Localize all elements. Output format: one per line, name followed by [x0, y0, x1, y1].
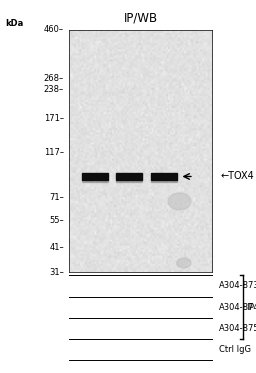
Text: ·: ·	[93, 303, 96, 312]
Text: 460–: 460–	[44, 25, 64, 34]
Bar	[116, 180, 142, 182]
Text: ·: ·	[128, 281, 131, 291]
Text: ·: ·	[93, 345, 96, 354]
Text: 117–: 117–	[44, 148, 64, 157]
Text: 41–: 41–	[49, 243, 64, 252]
Text: ·: ·	[162, 345, 165, 354]
Bar	[116, 173, 142, 180]
Ellipse shape	[168, 193, 191, 210]
Text: ·: ·	[93, 324, 96, 333]
Bar	[82, 180, 108, 182]
Text: 55–: 55–	[49, 216, 64, 225]
Bar	[151, 173, 177, 180]
Text: ·: ·	[128, 324, 131, 333]
Ellipse shape	[177, 258, 191, 268]
Text: 238–: 238–	[44, 85, 64, 94]
Text: +: +	[160, 324, 167, 333]
Text: Ctrl IgG: Ctrl IgG	[219, 345, 251, 354]
Text: +: +	[125, 303, 133, 312]
Text: ·: ·	[194, 303, 197, 312]
Text: +: +	[191, 345, 199, 354]
Text: kDa: kDa	[5, 19, 23, 28]
Text: A304-873A: A304-873A	[219, 281, 256, 291]
Text: 31–: 31–	[49, 268, 64, 277]
Text: 171–: 171–	[44, 114, 64, 123]
Text: A304-875A: A304-875A	[219, 324, 256, 333]
Text: ←TOX4: ←TOX4	[220, 172, 254, 182]
Text: ·: ·	[162, 303, 165, 312]
Text: A304-874A: A304-874A	[219, 303, 256, 312]
Text: IP/WB: IP/WB	[124, 11, 158, 24]
Text: IP: IP	[246, 303, 254, 312]
Text: +: +	[91, 281, 99, 291]
Text: ·: ·	[194, 324, 197, 333]
Bar	[82, 173, 108, 180]
Text: 71–: 71–	[49, 193, 64, 202]
Text: ·: ·	[162, 281, 165, 291]
Text: ·: ·	[128, 345, 131, 354]
Bar	[151, 180, 177, 182]
Text: ·: ·	[194, 281, 197, 291]
Text: 268–: 268–	[44, 74, 64, 83]
